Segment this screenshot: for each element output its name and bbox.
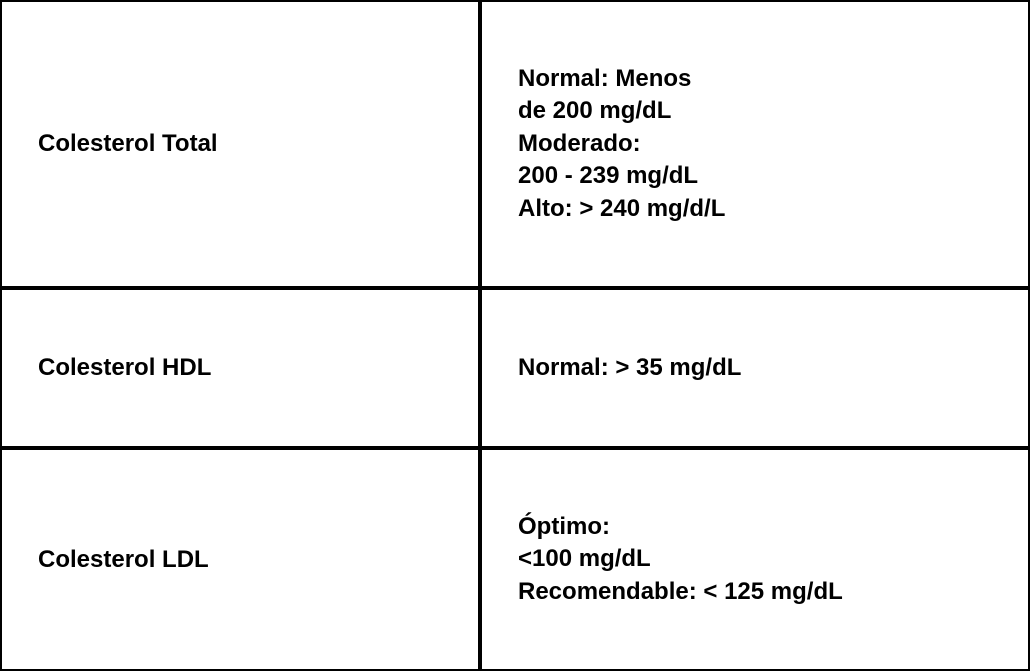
cholesterol-table: Colesterol Total Normal: Menos de 200 mg… xyxy=(0,0,1030,671)
row-label: Colesterol Total xyxy=(38,130,218,158)
row-value-line: Recomendable: < 125 mg/dL xyxy=(518,576,843,608)
row-1-label-cell: Colesterol HDL xyxy=(0,288,480,448)
row-value-line: 200 - 239 mg/dL xyxy=(518,160,725,192)
row-0-label-cell: Colesterol Total xyxy=(0,0,480,288)
row-1-value-cell: Normal: > 35 mg/dL xyxy=(480,288,1030,448)
row-value-line: Alto: > 240 mg/d/L xyxy=(518,193,725,225)
row-label: Colesterol HDL xyxy=(38,354,211,382)
row-2-value-cell: Óptimo: <100 mg/dL Recomendable: < 125 m… xyxy=(480,448,1030,671)
row-value-line: de 200 mg/dL xyxy=(518,95,725,127)
row-0-value-cell: Normal: Menos de 200 mg/dL Moderado: 200… xyxy=(480,0,1030,288)
row-0-lines: Normal: Menos de 200 mg/dL Moderado: 200… xyxy=(518,63,725,225)
row-value-line: Óptimo: xyxy=(518,511,843,543)
row-value-line: <100 mg/dL xyxy=(518,543,843,575)
row-value-line: Moderado: xyxy=(518,128,725,160)
row-label: Colesterol LDL xyxy=(38,546,209,574)
row-value-line: Normal: Menos xyxy=(518,63,725,95)
row-value-line: Normal: > 35 mg/dL xyxy=(518,352,741,384)
row-2-label-cell: Colesterol LDL xyxy=(0,448,480,671)
row-1-lines: Normal: > 35 mg/dL xyxy=(518,352,741,384)
row-2-lines: Óptimo: <100 mg/dL Recomendable: < 125 m… xyxy=(518,511,843,608)
